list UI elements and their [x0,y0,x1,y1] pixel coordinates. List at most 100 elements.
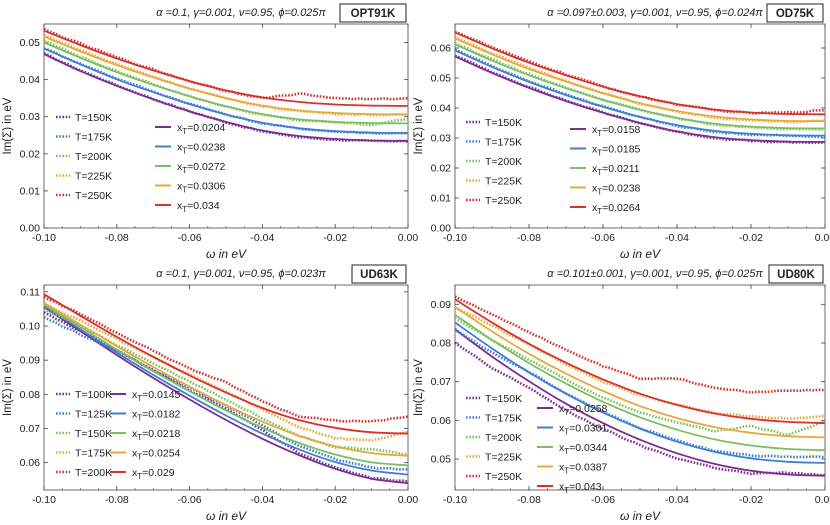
x-tick-label: -0.10 [443,494,467,506]
legend-label-data: T=175K [485,137,522,149]
x-tick-label: -0.06 [591,232,615,244]
series-t150k [43,52,409,143]
x-tick-label: -0.04 [665,494,689,506]
series-t175k [454,48,826,139]
legend-label-data: T=200K [75,151,112,163]
x-tick-label: -0.06 [178,232,202,244]
x-tick-label: -0.10 [32,494,56,506]
legend-label-fit: xT=0.0238 [177,142,226,156]
y-tick: 0.06 [431,415,825,427]
fit-line [43,29,409,107]
x-tick-label: -0.02 [739,232,763,244]
legend-label-fit: xT=0.029 [132,467,175,481]
data-line [43,28,409,101]
x-tick-label: -0.02 [323,232,347,244]
y-tick: 0.03 [431,133,825,145]
legend-label-data: T=150K [485,117,522,129]
x-tick-label: -0.04 [250,232,274,244]
data-line [43,33,409,117]
y-tick-label: 0.05 [431,73,452,85]
legend-label-fit: xT=0.0211 [592,163,640,177]
x-tick-label: -0.02 [739,494,763,506]
y-tick: 0.00 [20,223,408,235]
y-tick-label: 0.03 [431,133,452,145]
legend-data: T=150K T=175K T=200K T=225K T=250K [466,117,522,207]
y-tick-label: 0.08 [20,389,41,401]
data-line [43,295,409,423]
fit-line [43,303,409,467]
x-tick-label: -0.04 [665,232,689,244]
legend-label-fit: xT=0.0182 [132,409,181,423]
panel-od75k: -0.10 -0.08 -0.06 -0.04 -0.02 0.00 0.00 0.01 0.0… [413,3,830,261]
sample-badge [351,264,407,284]
legend-label-data: T=200K [485,156,522,168]
legend-data: T=100K T=125K T=150K T=175K T=200K [56,389,112,479]
x-axis-label: ω in eV [620,509,661,523]
x-tick-label: 0.00 [815,232,830,244]
x-tick-label: -0.08 [105,494,129,506]
y-tick: 0.00 [431,223,825,235]
series-t175k [43,47,409,136]
x-axis-label: ω in eV [206,509,247,523]
data-line [454,317,826,437]
series-t250k [43,28,409,107]
y-tick: 0.02 [431,163,825,175]
legend-label-data: T=175K [75,132,112,144]
y-tick: 0.09 [431,299,825,311]
x-tick-label: -0.02 [323,494,347,506]
series-t250k [454,295,826,424]
y-tick-label: 0.09 [431,299,452,311]
fit-line [454,31,826,116]
legend-label-fit: xT=0.0264 [592,202,641,216]
y-axis-label: Im(Σ) in eV [413,359,425,416]
y-tick: 0.09 [20,355,408,367]
x-tick-label: 0.00 [398,494,419,506]
panel-title: α =0.101±0.001, γ=0.001, ν=0.95, ϕ=0.025… [547,268,763,280]
panel-opt91k: -0.10 -0.08 -0.06 -0.04 -0.02 0.00 0.00 0.01 0.0… [2,3,419,261]
y-tick-label: 0.10 [20,321,41,333]
x-tick: -0.04 [665,285,689,506]
data-line [454,54,826,145]
y-tick: 0.11 [20,286,408,298]
data-line [43,52,409,143]
legend-label-data: T=150K [75,428,112,440]
sample-badge-label: OPT91K [351,8,396,20]
y-tick: 0.06 [20,457,408,469]
legend-label-fit: xT=0.043 [559,481,602,495]
x-tick: -0.02 [323,285,347,506]
data-line [43,47,409,136]
legend-label-data: T=250K [485,195,522,207]
legend-label-data: T=150K [75,112,112,124]
legend-label-fit: xT=0.0158 [592,124,641,138]
legend-label-fit: xT=0.0204 [177,122,226,136]
legend-label-data: T=100K [75,389,112,401]
legend-label-fit: xT=0.0258 [559,403,608,417]
series-t150k [43,303,409,467]
series-t200k [454,314,826,452]
x-tick-label: 0.00 [398,232,419,244]
legend-data: T=150K T=175K T=200K T=225K T=250K [56,112,112,202]
panel-title: α =0.1, γ=0.001, ν=0.95, ϕ=0.025π [156,7,326,19]
y-tick-label: 0.06 [20,457,41,469]
x-tick-label: -0.04 [250,494,274,506]
panel-ud80k: -0.10 -0.08 -0.06 -0.04 -0.02 0.00 0.05 0.06 0.0… [413,264,830,523]
y-tick-label: 0.01 [20,185,41,197]
series-t225k [454,35,826,124]
fit-line [43,302,409,457]
fit-line [454,43,826,130]
data-line [43,311,409,483]
panel-title: α =0.1, γ=0.001, ν=0.95, ϕ=0.023π [156,268,326,280]
sample-badge [766,3,824,23]
legend-label-data: T=225K [485,176,522,188]
legend-fit: xT=0.0258 xT=0.0301 xT=0.0344 xT=0.0387 xT=0… [537,403,608,495]
panel-title: α =0.097±0.003, γ=0.001, ν=0.95, ϕ=0.024… [547,7,763,19]
legend-label-fit: xT=0.0387 [559,462,608,476]
y-tick: 0.02 [20,148,408,160]
x-tick: -0.04 [250,24,275,244]
legend-fit: xT=0.0204 xT=0.0238 xT=0.0272 xT=0.0306 xT=0… [155,122,226,214]
y-tick-label: 0.06 [431,43,452,55]
series-t200k [43,293,409,435]
data-line [454,42,826,131]
y-tick: 0.05 [431,73,825,85]
y-tick-label: 0.11 [20,286,40,298]
